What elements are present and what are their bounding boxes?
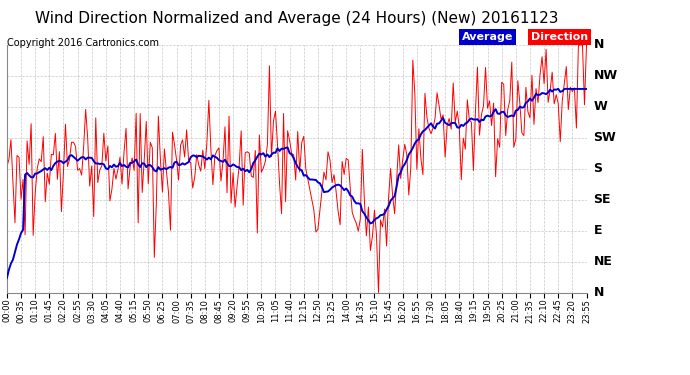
Text: Copyright 2016 Cartronics.com: Copyright 2016 Cartronics.com [7, 38, 159, 48]
Text: NW: NW [593, 69, 618, 82]
Text: N: N [593, 39, 604, 51]
Text: Direction: Direction [531, 32, 588, 42]
Text: Average: Average [462, 32, 513, 42]
Text: E: E [593, 224, 602, 237]
Text: SW: SW [593, 131, 616, 144]
Text: N: N [593, 286, 604, 299]
Text: S: S [593, 162, 602, 175]
Text: W: W [593, 100, 607, 113]
Text: SE: SE [593, 193, 611, 206]
Text: Wind Direction Normalized and Average (24 Hours) (New) 20161123: Wind Direction Normalized and Average (2… [35, 11, 558, 26]
Text: NE: NE [593, 255, 612, 268]
